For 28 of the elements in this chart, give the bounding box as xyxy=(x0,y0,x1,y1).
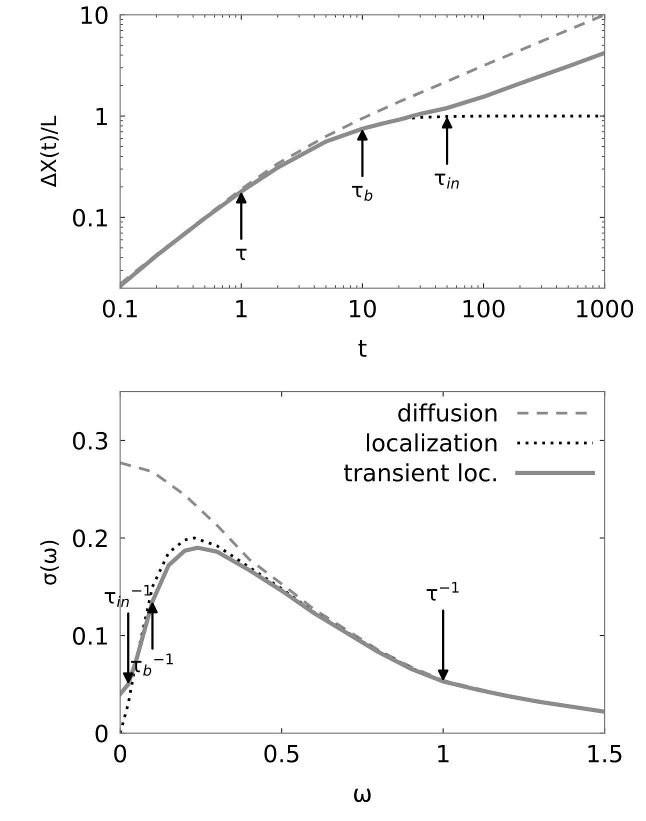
x-axis-title: ω xyxy=(354,788,371,802)
y-axis-title: ΔX(t)/L xyxy=(40,116,59,188)
y-tick-label: 1 xyxy=(96,108,107,126)
annotation: τ$_{in}$$^{−1}$ xyxy=(104,584,151,607)
y-tick-label: 0.2 xyxy=(73,529,107,548)
x-tick-label: 1 xyxy=(236,300,247,318)
x-tick-label: 1 xyxy=(438,744,448,762)
annotation: τ$_{in}$ xyxy=(434,174,459,188)
x-axis-title: t xyxy=(358,340,366,357)
y-axis-title: σ(ω) xyxy=(40,540,59,585)
annotation: τ xyxy=(236,248,247,260)
x-tick-label: 1000 xyxy=(577,300,634,318)
x-tick-label: 0 xyxy=(114,744,126,763)
annotation: τ$^{−1}$ xyxy=(426,582,459,601)
y-tick-label: 0 xyxy=(96,724,108,742)
annotation: τ$_{b}$$^{−1}$ xyxy=(130,654,173,676)
y-tick-label: 0.3 xyxy=(73,432,108,450)
legend-label: transient loc. xyxy=(344,463,496,482)
legend-label: localization xyxy=(366,433,496,452)
x-tick-label: 0.5 xyxy=(264,744,298,763)
y-tick-label: 10 xyxy=(82,6,108,24)
annotation: τ$_{b}$ xyxy=(352,186,372,201)
y-tick-label: 0.1 xyxy=(73,627,107,645)
legend-label: diffusion xyxy=(398,403,496,422)
x-tick-label: 100 xyxy=(464,300,504,318)
x-tick-label: 10 xyxy=(350,300,376,318)
y-tick-label: 0.1 xyxy=(73,208,107,227)
x-tick-label: 1.5 xyxy=(588,744,622,763)
